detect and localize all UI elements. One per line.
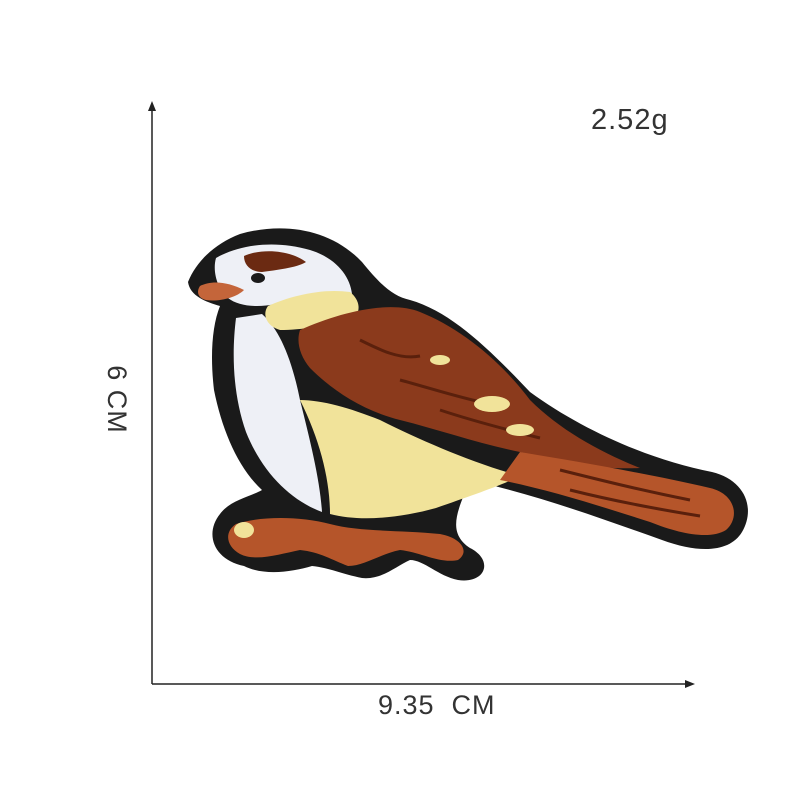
bird-belly [300,400,520,519]
height-label: 6 CM [101,365,132,434]
width-axis-arrow-icon [685,680,695,688]
foot-highlight [234,522,254,538]
height-axis-arrow-icon [148,101,156,111]
weight-label: 2.52g [591,104,669,136]
bird-beak [198,282,244,301]
bird-feet [228,518,464,566]
feather-details [359,338,701,518]
bird-eye-icon [251,273,265,283]
width-label: 9.35 CM [378,690,496,720]
bird-wing [298,307,640,469]
cream-highlights [430,355,534,436]
head-markings [244,251,306,272]
bird-tail [500,452,734,536]
bird-breast [233,314,322,512]
